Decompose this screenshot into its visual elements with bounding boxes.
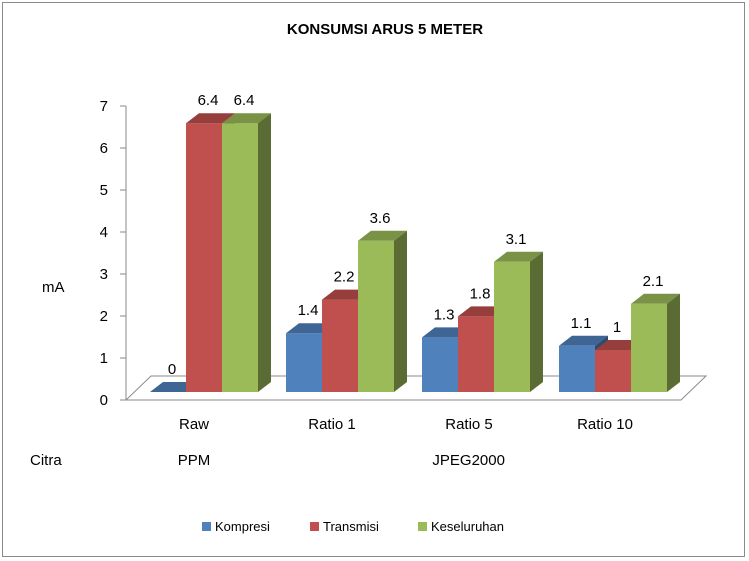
- data-label: 1.3: [434, 306, 455, 323]
- bar-front: [595, 350, 631, 392]
- data-label: 6.4: [198, 92, 219, 109]
- bar-front: [422, 337, 458, 392]
- bars: [150, 113, 680, 392]
- legend: Kompresi Transmisi Keseluruhan: [202, 519, 504, 534]
- y-tick-label: 2: [100, 308, 108, 325]
- data-label: 3.1: [506, 231, 527, 248]
- chart-title: KONSUMSI ARUS 5 METER: [287, 21, 483, 38]
- legend-item: Transmisi: [310, 519, 379, 534]
- y-tick-label: 5: [100, 182, 108, 199]
- legend-swatch: [202, 522, 211, 531]
- legend-swatch: [418, 522, 427, 531]
- data-label: 2.1: [643, 273, 664, 290]
- group-labels: PPM JPEG2000: [178, 452, 505, 469]
- category-label: Ratio 1: [308, 416, 356, 433]
- bar-top: [631, 293, 680, 304]
- bar-top: [186, 113, 235, 124]
- y-tick-label: 4: [100, 224, 108, 241]
- legend-item: Kompresi: [202, 519, 270, 534]
- bar: [631, 293, 680, 392]
- data-label: 1.1: [571, 315, 592, 332]
- y-axis-title: mA: [42, 279, 65, 296]
- data-label: 6.4: [234, 92, 255, 109]
- y-tick-label: 1: [100, 350, 108, 367]
- bar-front: [458, 316, 494, 392]
- bar-front: [286, 333, 322, 392]
- category-label: Ratio 5: [445, 416, 493, 433]
- group-label: JPEG2000: [432, 452, 505, 469]
- bar-front: [559, 345, 595, 392]
- bar-top: [494, 251, 543, 262]
- bar-front: [494, 261, 530, 392]
- data-label: 1: [613, 319, 621, 336]
- x-axis-title: Citra: [30, 452, 62, 469]
- y-tick-label: 7: [100, 98, 108, 115]
- group-label: PPM: [178, 452, 211, 469]
- category-labels: Raw Ratio 1 Ratio 5 Ratio 10: [179, 416, 633, 433]
- data-label: 3.6: [370, 210, 391, 227]
- data-label: 2.2: [334, 269, 355, 286]
- data-label: 1.8: [470, 285, 491, 302]
- bar-front: [322, 299, 358, 392]
- category-label: Raw: [179, 416, 209, 433]
- bar-side: [258, 113, 271, 392]
- legend-label: Transmisi: [323, 519, 379, 534]
- bar-front: [222, 123, 258, 392]
- y-tick-label: 3: [100, 266, 108, 283]
- data-label: 0: [168, 361, 176, 378]
- bar: [494, 251, 543, 392]
- bar-front: [358, 240, 394, 392]
- bar-top: [358, 230, 407, 241]
- legend-label: Keseluruhan: [431, 519, 504, 534]
- data-labels: 0 6.4 6.4 1.4 2.2 3.6 1.3 1.8 3.1 1.1 1 2.1: [168, 92, 664, 378]
- legend-swatch: [310, 522, 319, 531]
- bar: [222, 113, 271, 392]
- y-axis: 0 1 2 3 4 5 6 7: [100, 98, 127, 409]
- bar-side: [667, 293, 680, 392]
- bar-side: [530, 251, 543, 392]
- bar-top: [559, 335, 608, 346]
- bar: [358, 230, 407, 392]
- y-tick-label: 6: [100, 140, 108, 157]
- legend-label: Kompresi: [215, 519, 270, 534]
- legend-item: Keseluruhan: [418, 519, 504, 534]
- bar-front: [631, 303, 667, 392]
- bar-top: [222, 113, 271, 124]
- bar-front: [186, 123, 222, 392]
- category-label: Ratio 10: [577, 416, 633, 433]
- bar-side: [394, 230, 407, 392]
- y-tick-label: 0: [100, 392, 108, 409]
- data-label: 1.4: [298, 302, 319, 319]
